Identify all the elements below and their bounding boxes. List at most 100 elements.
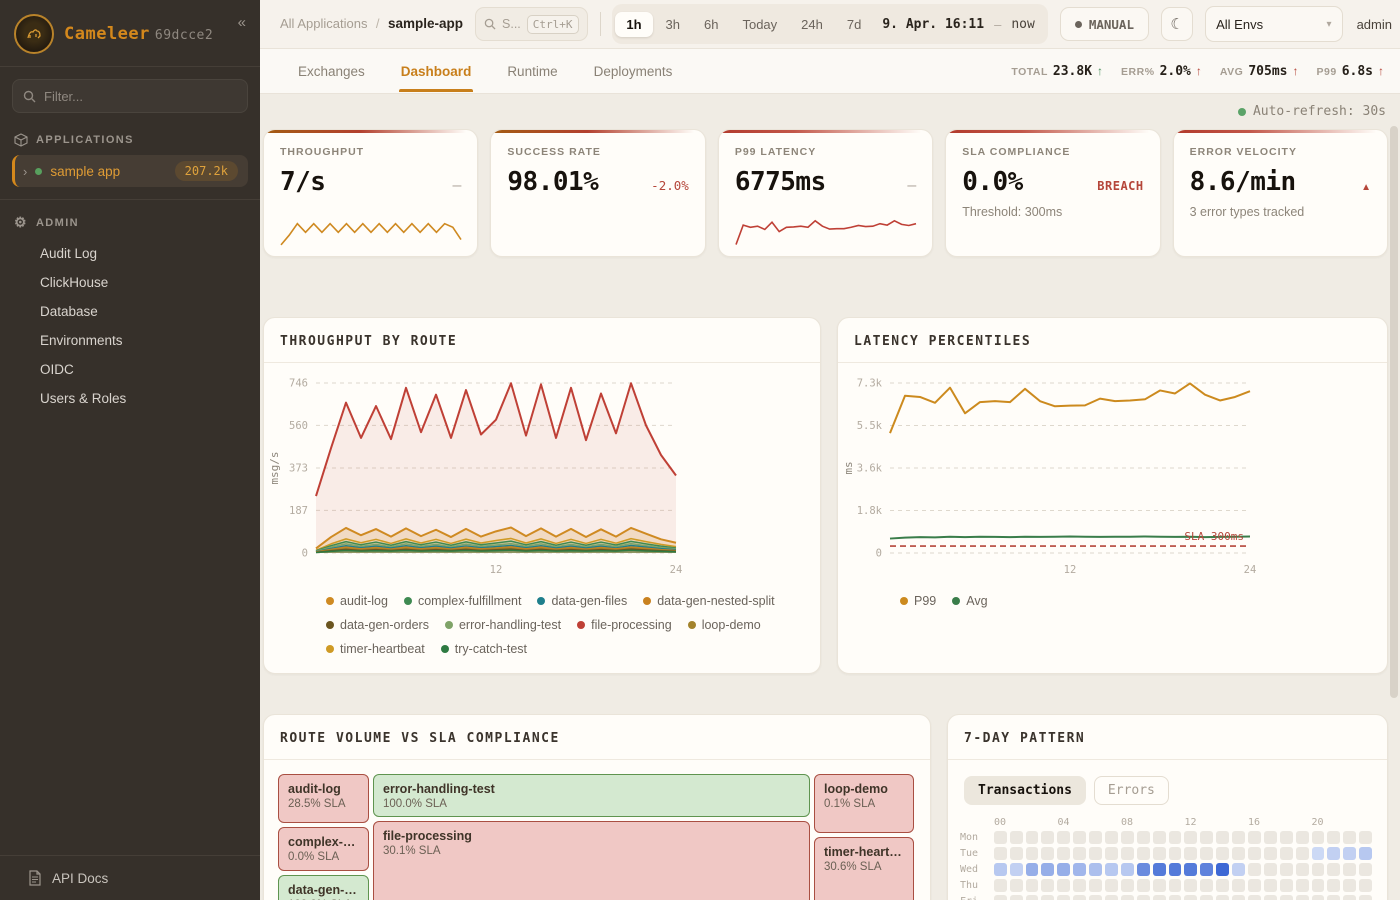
heatmap-cell (993, 847, 1007, 860)
user-menu[interactable]: admin (1356, 16, 1392, 32)
treemap-box-timer-heartbeat[interactable]: timer-heartbeat 30.6% SLA (814, 837, 914, 900)
legend-item-data-gen-orders[interactable]: data-gen-orders (326, 618, 429, 632)
tab-dashboard[interactable]: Dashboard (398, 51, 474, 92)
svg-text:SLA 300ms: SLA 300ms (1184, 530, 1244, 543)
legend-dot-icon (444, 621, 453, 629)
heatmap-cell (1025, 831, 1039, 844)
heatmap-cell (1057, 879, 1071, 892)
tab-runtime[interactable]: Runtime (507, 63, 558, 79)
refresh-dot-icon (1237, 107, 1246, 116)
scrollbar-thumb[interactable] (1390, 126, 1398, 698)
legend-item-error-handling-test[interactable]: error-handling-test (444, 618, 561, 632)
treemap-box-name: timer-heartbeat (824, 845, 904, 859)
treemap-box-name: complex-fulfillment (288, 835, 359, 849)
toggle-transactions[interactable]: Transactions (964, 776, 1086, 805)
heatmap-row-thu: Thu (960, 879, 1375, 892)
heatmap-cell (1359, 831, 1373, 844)
time-range-1h[interactable]: 1h (615, 11, 653, 37)
environment-select[interactable]: All Envs ▾ (1205, 6, 1343, 42)
sidebar-item-database[interactable]: Database (40, 304, 98, 319)
treemap-box-error-handling-test[interactable]: error-handling-test 100.0% SLA (373, 774, 810, 817)
legend-item-p99[interactable]: P99 (900, 594, 936, 608)
heatmap-cell (1009, 863, 1023, 876)
time-range-3h[interactable]: 3h (655, 12, 691, 37)
legend-item-try-catch-test[interactable]: try-catch-test (440, 642, 527, 656)
time-range-24h[interactable]: 24h (790, 12, 834, 37)
legend-item-data-gen-files[interactable]: data-gen-files (537, 594, 627, 608)
treemap-box-sla: 28.5% SLA (288, 798, 346, 810)
sidebar-item-clickhouse[interactable]: ClickHouse (40, 275, 109, 290)
tab-exchanges[interactable]: Exchanges (298, 63, 365, 79)
heatmap-cell (993, 879, 1007, 892)
kpi-value: 98.01% (507, 167, 599, 197)
datetime-end[interactable]: now (1011, 16, 1035, 32)
time-range-7d[interactable]: 7d (836, 12, 872, 37)
sidebar-item-environments[interactable]: Environments (40, 333, 123, 348)
legend-item-data-gen-nested-split[interactable]: data-gen-nested-split (643, 594, 775, 608)
kpi-subtext: Threshold: 300ms (962, 205, 1063, 219)
svg-text:0: 0 (876, 548, 882, 560)
sidebar-collapse-button[interactable]: « (237, 14, 246, 31)
heatmap-cell (1248, 879, 1261, 892)
sidebar-item-audit-log[interactable]: Audit Log (40, 246, 98, 261)
time-range-6h[interactable]: 6h (693, 12, 729, 37)
legend-item-file-processing[interactable]: file-processing (577, 618, 672, 632)
svg-text:12: 12 (490, 564, 503, 576)
heatmap-cell (1232, 879, 1245, 892)
legend-item-audit-log[interactable]: audit-log (326, 594, 388, 608)
search-icon (484, 18, 496, 30)
stat-p99: P99 6.8s ↑ (1317, 64, 1385, 79)
legend-item-complex-fulfillment[interactable]: complex-fulfillment (403, 594, 521, 608)
gear-icon: ⚙ (14, 214, 28, 230)
heatmap-cell (1120, 879, 1134, 892)
dark-mode-toggle[interactable]: ☾ (1160, 7, 1194, 41)
breadcrumb-root[interactable]: All Applications (280, 16, 368, 31)
refresh-mode-button[interactable]: MANUAL (1059, 7, 1149, 41)
legend-item-loop-demo[interactable]: loop-demo (687, 618, 761, 632)
heatmap-cell (1041, 879, 1055, 892)
throughput-by-route-card: THROUGHPUT BY ROUTE 0 187 373 560 746 12 24 msg… (263, 317, 821, 674)
stat-avg: AVG 705ms ↑ (1220, 64, 1299, 79)
kpi-value-row: 6775ms – (735, 167, 916, 197)
heatmap-cell (1327, 879, 1341, 892)
sidebar-item-oidc[interactable]: OIDC (40, 362, 74, 377)
heatmap-cell (993, 895, 1007, 900)
heatmap-cell (1263, 847, 1277, 860)
tabs-group: Exchanges Dashboard Runtime Deployments (296, 51, 706, 92)
treemap-box-data-gen-files[interactable]: data-gen-files100.0% SLA (278, 875, 369, 900)
treemap-box-file-processing[interactable]: file-processing 30.1% SLA (373, 821, 810, 900)
throughput-by-route-chart: 0 187 373 560 746 12 24 msg/s (268, 378, 682, 577)
heatmap-cell (1248, 831, 1261, 844)
global-search-button[interactable]: S... Ctrl+K (475, 7, 588, 41)
sidebar-item-users-roles[interactable]: Users & Roles (40, 391, 127, 406)
filter-input[interactable]: Filter... (12, 79, 248, 113)
legend-item-timer-heartbeat[interactable]: timer-heartbeat (326, 642, 425, 656)
heatmap-cell (1025, 895, 1039, 900)
treemap-box-name: file-processing (383, 829, 472, 843)
treemap-box-loop-demo[interactable]: loop-demo 0.1% SLA (814, 774, 914, 833)
heatmap-cell (1263, 895, 1277, 900)
toggle-errors[interactable]: Errors (1093, 776, 1169, 805)
treemap-box-complex-fulfillment[interactable]: complex-fulfillment 0.0% SLA (278, 827, 369, 871)
datetime-range[interactable]: 9. Apr. 16:11 (882, 16, 985, 32)
divider (599, 12, 601, 36)
tab-deployments[interactable]: Deployments (593, 63, 673, 79)
heatmap-cell (1200, 831, 1214, 844)
time-range-today[interactable]: Today (731, 12, 788, 37)
legend-item-avg[interactable]: Avg (952, 594, 988, 608)
treemap-box-sla: 0.1% SLA (824, 798, 876, 810)
auto-refresh-indicator: Auto-refresh: 30s (263, 94, 1388, 129)
heatmap-cell (1343, 895, 1357, 900)
heatmap-hour-labels: 00 04 08 12 16 20 (994, 817, 1375, 828)
throughput-legend: audit-log complex-fulfillment data-gen-fil… (264, 588, 820, 666)
stat-err-: ERR% 2.0% ↑ (1121, 64, 1202, 79)
treemap-box-audit-log[interactable]: audit-log 28.5% SLA (278, 774, 369, 823)
heatmap-cell (1168, 831, 1182, 844)
sidebar-item-sample-app[interactable]: › sample app 207.2k (12, 155, 248, 187)
status-dot-green (35, 167, 43, 175)
sidebar-item-api-docs[interactable]: API Docs (14, 870, 246, 886)
heatmap-row-wed: Wed (960, 863, 1375, 876)
stat-value: 23.8K (1052, 63, 1093, 79)
heatmap-cell (1216, 847, 1230, 860)
